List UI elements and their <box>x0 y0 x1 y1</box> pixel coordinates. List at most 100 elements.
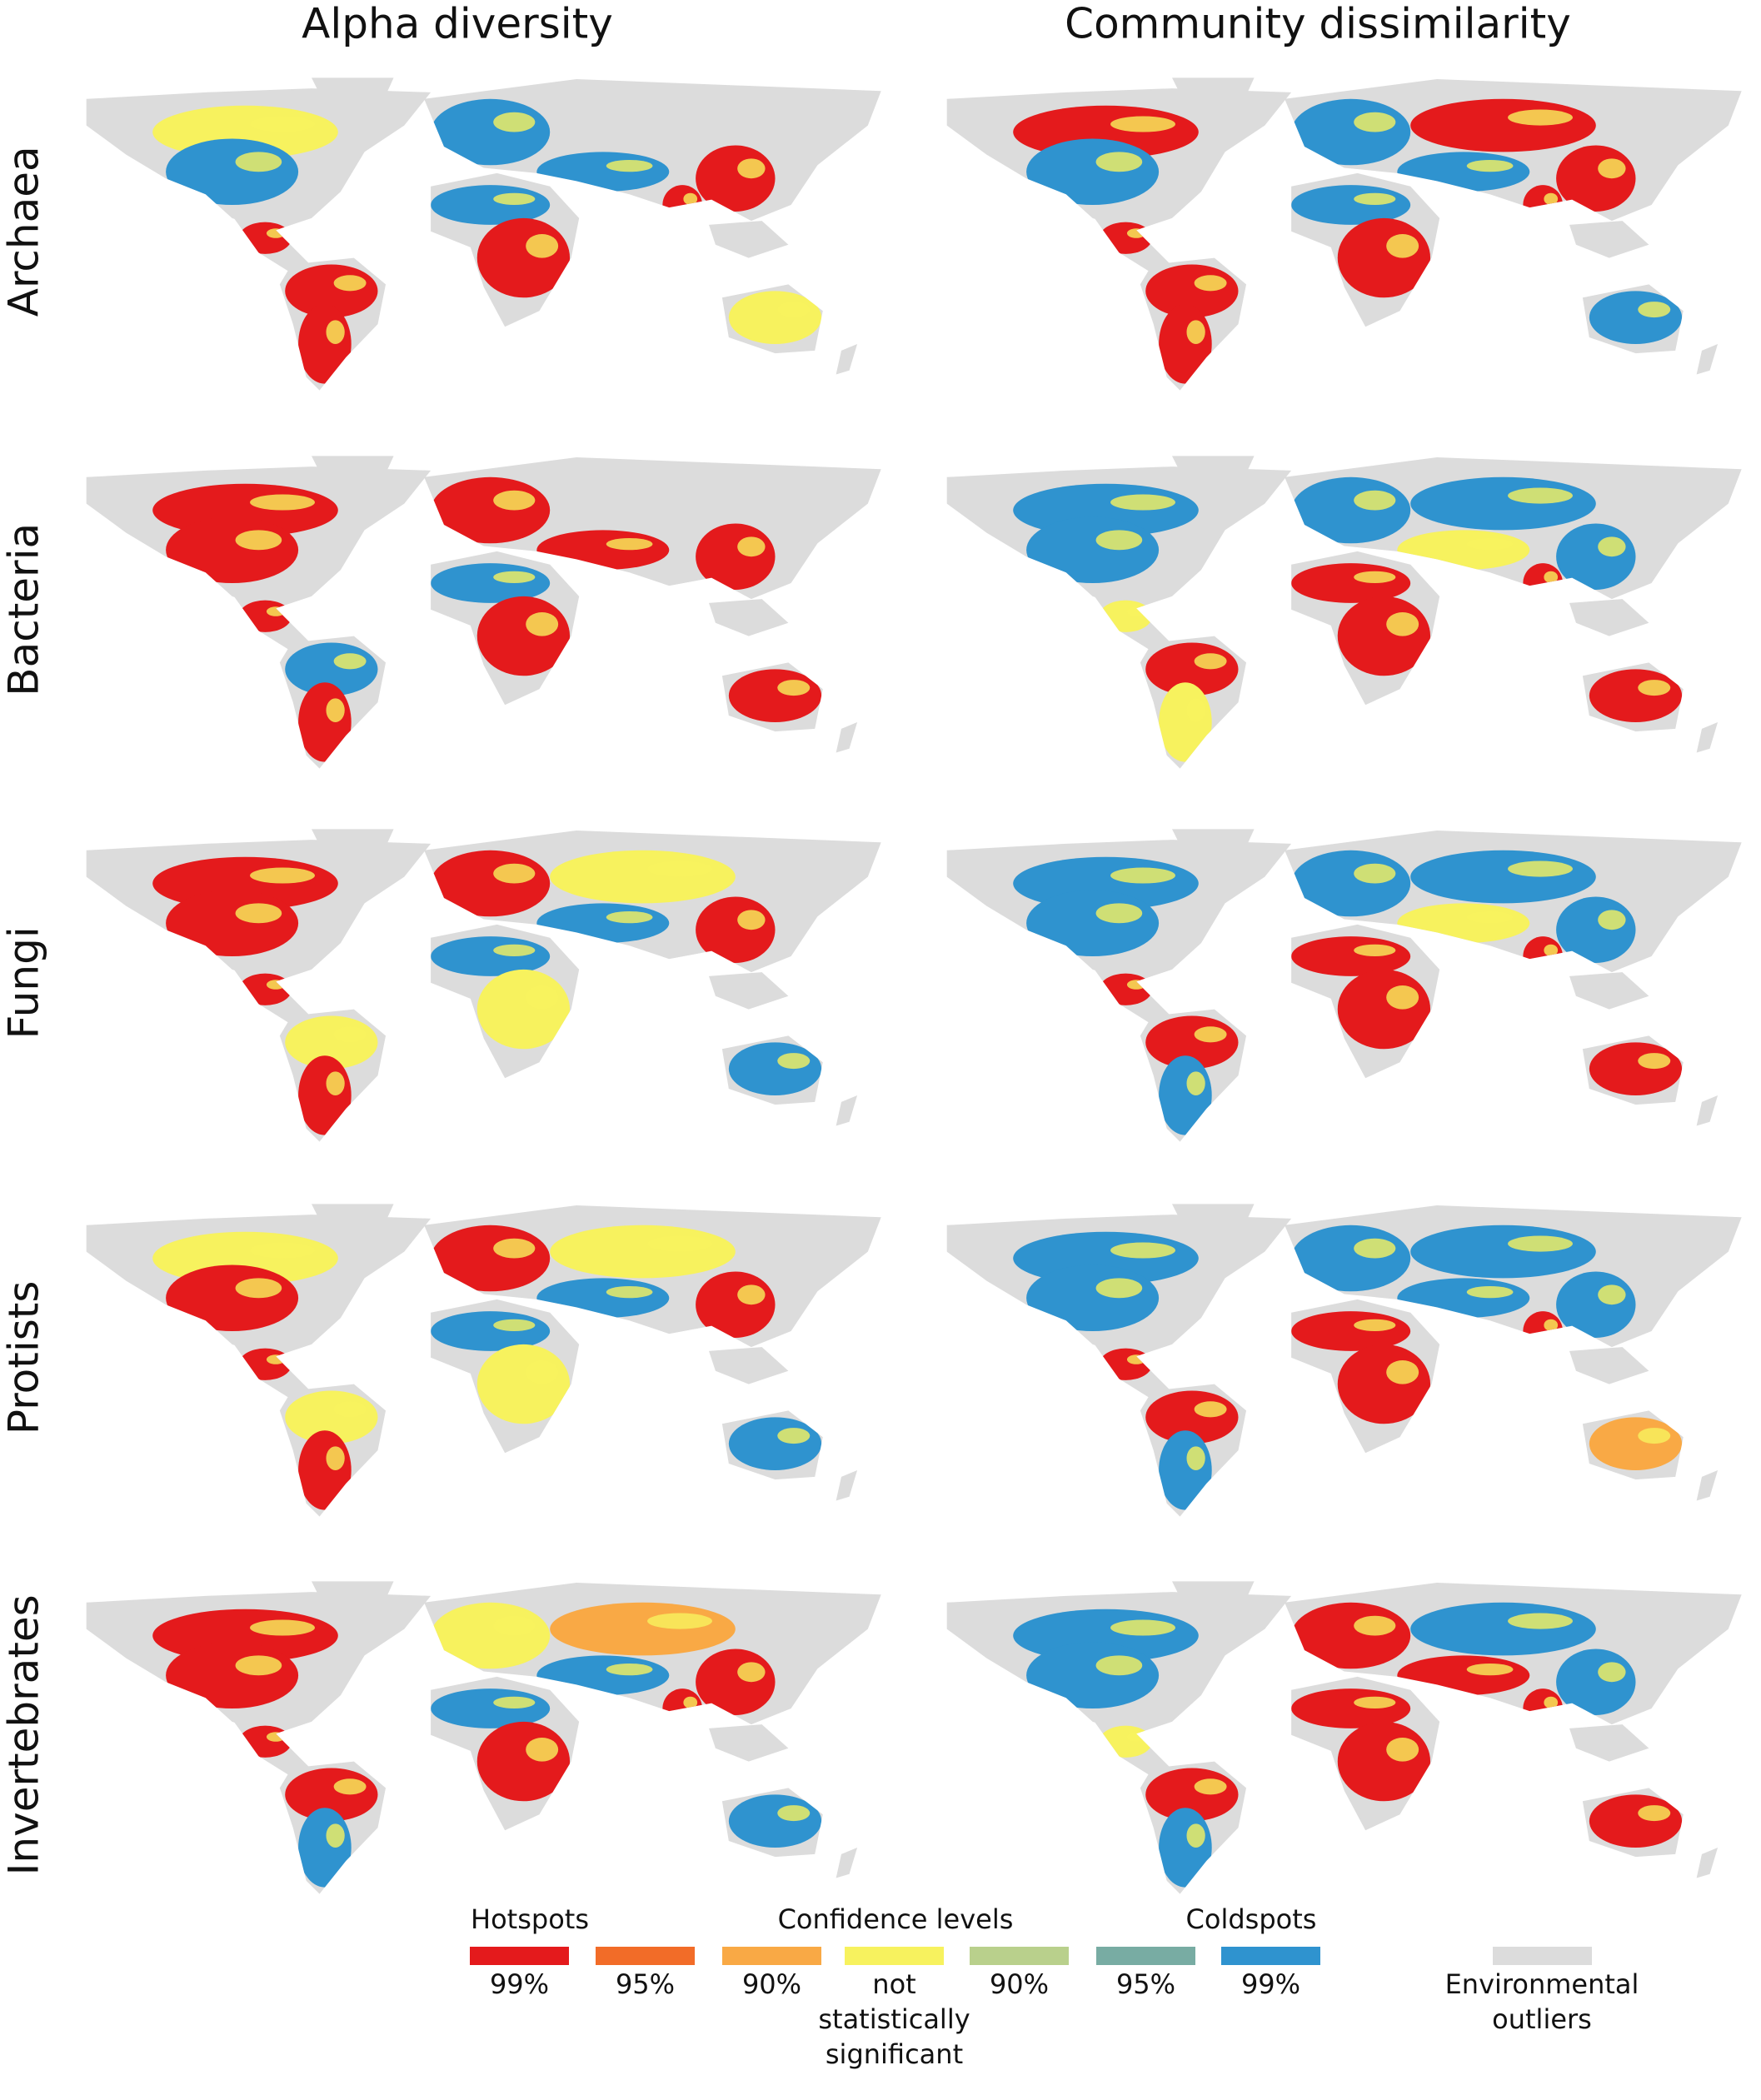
region <box>1291 1602 1411 1669</box>
region-edge <box>266 228 286 238</box>
region-edge <box>1186 1071 1205 1095</box>
legend-label: 95% <box>616 1968 675 2000</box>
region-edge <box>333 275 367 292</box>
region <box>431 936 551 976</box>
region <box>662 185 703 225</box>
legend-label: outliers <box>1492 2003 1592 2035</box>
significance-layer <box>1013 850 1683 1135</box>
legend-heading: Hotspots <box>471 1903 589 1935</box>
region-edge <box>1354 944 1396 956</box>
region <box>1556 896 1636 963</box>
region-edge <box>647 860 712 877</box>
region <box>298 1808 352 1888</box>
region-edge <box>606 159 653 172</box>
region-edge <box>235 1655 282 1676</box>
land <box>1172 829 1255 861</box>
region <box>1337 217 1431 298</box>
legend-label: significant <box>826 2038 963 2070</box>
region-edge <box>526 233 559 258</box>
land <box>1172 1581 1255 1614</box>
legend-heading: Coldspots <box>1186 1903 1317 1935</box>
region-edge <box>235 530 282 551</box>
region-edge <box>1186 1823 1205 1848</box>
region <box>1159 1055 1212 1135</box>
region-edge <box>1095 903 1143 924</box>
land <box>1696 343 1719 375</box>
region-edge <box>1095 530 1143 551</box>
land <box>836 721 858 753</box>
region <box>1026 1642 1160 1708</box>
region <box>298 682 352 762</box>
region-edge <box>1354 1615 1396 1636</box>
region <box>431 185 551 225</box>
region-edge <box>1508 860 1573 877</box>
region <box>1026 1264 1160 1331</box>
region <box>476 596 571 676</box>
region-edge <box>493 1238 536 1259</box>
region <box>1291 563 1411 603</box>
row-label: Protists <box>0 1281 48 1435</box>
region-edge <box>1544 571 1559 583</box>
region <box>238 973 292 1005</box>
region-edge <box>326 320 345 344</box>
region-edge <box>1354 571 1396 583</box>
region <box>1589 669 1683 722</box>
region <box>1099 1725 1153 1758</box>
region <box>1291 1688 1411 1728</box>
legend-heading: Confidence levels <box>778 1903 1014 1935</box>
region-edge <box>1095 152 1143 172</box>
land <box>1569 1724 1649 1762</box>
legend-swatch <box>970 1947 1069 1965</box>
region-edge <box>1194 1778 1227 1795</box>
region <box>550 1225 736 1279</box>
region-edge <box>1544 1319 1559 1331</box>
land <box>312 456 394 488</box>
region <box>166 1642 299 1708</box>
region-edge <box>493 112 536 132</box>
region-edge <box>1386 611 1419 636</box>
region-edge <box>1354 1238 1396 1259</box>
column-title: Alpha diversity <box>302 0 613 48</box>
region-edge <box>1598 158 1626 179</box>
legend-label: 99% <box>490 1968 549 2000</box>
region <box>298 1055 352 1135</box>
region-edge <box>250 1619 315 1636</box>
region <box>1026 890 1160 956</box>
region <box>1291 1311 1411 1351</box>
region <box>1337 596 1431 676</box>
region <box>536 152 670 192</box>
region <box>1523 936 1564 976</box>
region-edge <box>1386 1359 1419 1384</box>
region-edge <box>1466 1285 1514 1299</box>
region-edge <box>1638 680 1671 696</box>
region-edge <box>250 867 315 884</box>
legend-label: 99% <box>1241 1968 1300 2000</box>
region-edge <box>1194 653 1227 670</box>
region <box>662 1688 703 1728</box>
region-edge <box>1126 606 1146 616</box>
region <box>550 1602 736 1656</box>
region-edge <box>235 1278 282 1299</box>
region-edge <box>1638 302 1671 318</box>
region <box>238 1348 292 1380</box>
row-label: Fungi <box>0 926 48 1039</box>
region-edge <box>266 1354 286 1364</box>
region <box>1159 1430 1212 1510</box>
region <box>431 1688 551 1728</box>
region-edge <box>493 571 536 583</box>
region-edge <box>647 1235 712 1252</box>
region-edge <box>737 158 766 179</box>
region <box>238 600 292 632</box>
land <box>836 1469 858 1501</box>
region-edge <box>1386 1737 1419 1762</box>
region-edge <box>326 1823 345 1848</box>
region-edge <box>250 116 315 132</box>
region-edge <box>266 1732 286 1742</box>
region-edge <box>1110 1242 1175 1259</box>
land <box>312 1581 394 1614</box>
legend-label: 95% <box>1116 1968 1175 2000</box>
land <box>312 829 394 861</box>
region-edge <box>493 863 536 884</box>
region-edge <box>526 1737 559 1762</box>
